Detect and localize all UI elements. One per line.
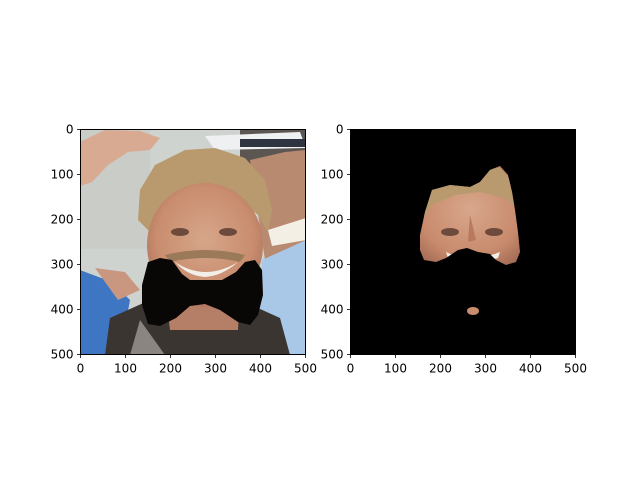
left-axes-frame bbox=[80, 129, 306, 355]
right-image bbox=[350, 129, 576, 355]
left-ytick-label-5: 500 bbox=[51, 348, 74, 362]
left-xtick-label-1: 100 bbox=[114, 362, 137, 376]
left-xtick-label-0: 0 bbox=[77, 362, 85, 376]
left-xtick-label-2: 200 bbox=[159, 362, 182, 376]
right-ytick-label-2: 200 bbox=[321, 213, 344, 227]
right-axes-frame bbox=[350, 129, 576, 355]
left-xtick-label-5: 500 bbox=[294, 362, 317, 376]
chin-spot bbox=[467, 307, 479, 315]
right-xtick-label-0: 0 bbox=[347, 362, 355, 376]
right-xtick-label-2: 200 bbox=[429, 362, 452, 376]
right-ytick-label-0: 0 bbox=[336, 123, 344, 137]
right-xtick-label-3: 300 bbox=[474, 362, 497, 376]
left-xtick-label-4: 400 bbox=[249, 362, 272, 376]
right-ytick-label-3: 300 bbox=[321, 258, 344, 272]
left-ytick-label-0: 0 bbox=[66, 123, 74, 137]
right-xtick-label-4: 400 bbox=[519, 362, 542, 376]
right-ytick-label-4: 400 bbox=[321, 303, 344, 317]
right-xtick-label-5: 500 bbox=[564, 362, 587, 376]
left-ytick-label-4: 400 bbox=[51, 303, 74, 317]
right-ytick-label-1: 100 bbox=[321, 168, 344, 182]
left-ytick-label-2: 200 bbox=[51, 213, 74, 227]
right-ytick-label-5: 500 bbox=[321, 348, 344, 362]
bowtie-mask bbox=[142, 258, 263, 326]
left-xtick-label-3: 300 bbox=[204, 362, 227, 376]
left-ytick-label-1: 100 bbox=[51, 168, 74, 182]
left-image bbox=[80, 129, 306, 355]
right-xtick-label-1: 100 bbox=[384, 362, 407, 376]
left-ytick-label-3: 300 bbox=[51, 258, 74, 272]
